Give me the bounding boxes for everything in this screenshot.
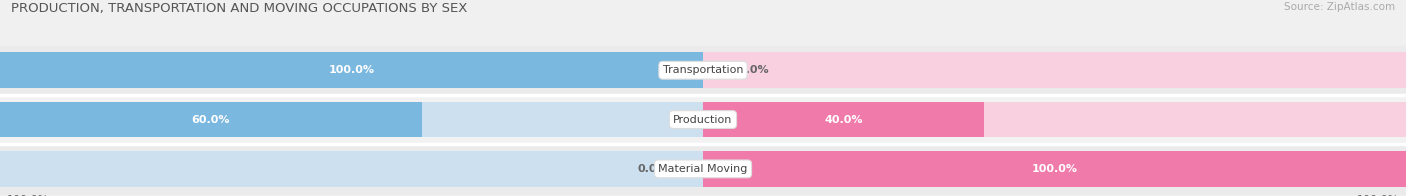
Bar bbox=[703, 151, 1406, 187]
Text: 0.0%: 0.0% bbox=[738, 65, 769, 75]
Bar bbox=[0, 53, 703, 88]
Bar bbox=[0, 53, 703, 88]
Text: 100.0%: 100.0% bbox=[1032, 164, 1077, 174]
Text: 0.0%: 0.0% bbox=[637, 164, 668, 174]
Text: Production: Production bbox=[673, 114, 733, 125]
Text: PRODUCTION, TRANSPORTATION AND MOVING OCCUPATIONS BY SEX: PRODUCTION, TRANSPORTATION AND MOVING OC… bbox=[11, 2, 468, 15]
Text: 40.0%: 40.0% bbox=[824, 114, 863, 125]
Bar bbox=[703, 53, 1406, 88]
Text: 100.0%: 100.0% bbox=[329, 65, 374, 75]
Text: 100.0%: 100.0% bbox=[7, 194, 49, 196]
Text: 60.0%: 60.0% bbox=[191, 114, 231, 125]
Text: Transportation: Transportation bbox=[662, 65, 744, 75]
Bar bbox=[0, 151, 703, 187]
Bar bbox=[703, 102, 1406, 137]
Text: Material Moving: Material Moving bbox=[658, 164, 748, 174]
Bar bbox=[0, 102, 422, 137]
Bar bbox=[0, 102, 703, 137]
Text: 100.0%: 100.0% bbox=[1357, 194, 1399, 196]
Bar bbox=[703, 102, 984, 137]
Bar bbox=[703, 151, 1406, 187]
Text: Source: ZipAtlas.com: Source: ZipAtlas.com bbox=[1284, 2, 1395, 12]
